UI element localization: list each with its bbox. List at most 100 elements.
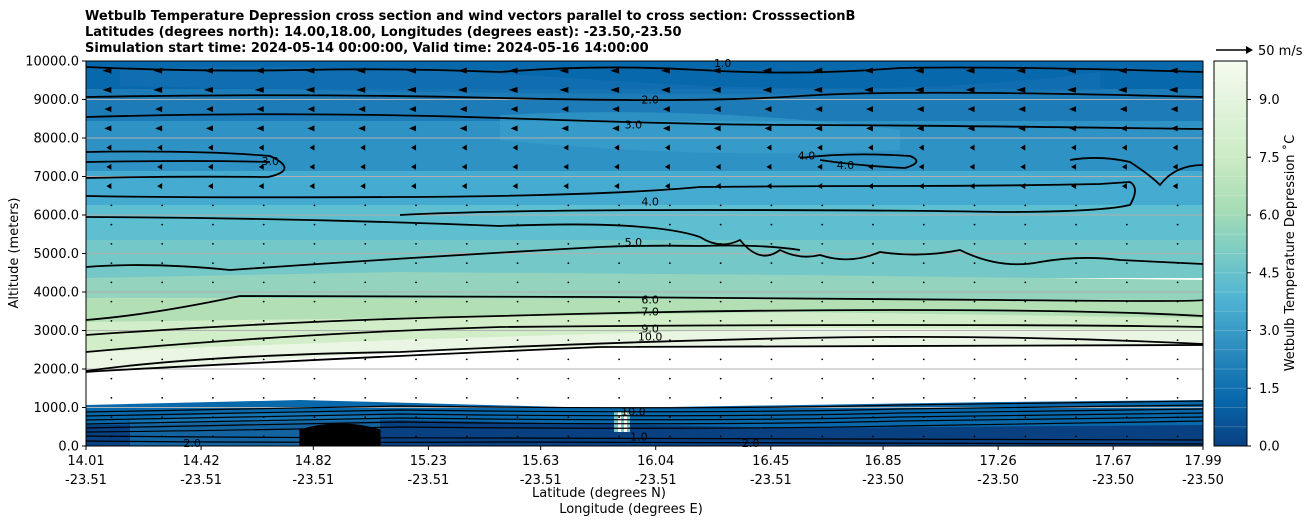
x-tick-label-lon: -23.50 [862, 473, 904, 488]
wind-vector [821, 319, 824, 322]
x-axis-label-longitude: Longitude (degrees E) [559, 502, 703, 517]
wind-vector [212, 300, 214, 303]
wind-vector [508, 67, 518, 74]
wind-vector [415, 339, 417, 342]
wind-vector [106, 144, 112, 151]
wind-vector [161, 262, 164, 265]
wind-vector [364, 416, 367, 419]
y-tick-label: 0.0 [58, 440, 79, 455]
wind-vector [161, 204, 164, 207]
wind-vector [313, 319, 316, 322]
x-tick-label-lat: 15.63 [522, 454, 559, 469]
wind-vector [668, 416, 671, 419]
x-tick-label-lat: 16.04 [637, 454, 674, 469]
wind-vector [618, 358, 621, 361]
wind-vector [313, 339, 316, 342]
wind-vector [618, 319, 621, 322]
wind-vector [762, 86, 772, 93]
wind-vector [512, 163, 518, 170]
contour-label: 1.0 [630, 430, 648, 443]
x-tick-label-lat: 15.23 [410, 454, 447, 469]
chart-title-line-2: Latitudes (degrees north): 14.00,18.00, … [85, 25, 682, 40]
wind-vector [411, 183, 417, 190]
wind-vector [516, 319, 519, 322]
wind-vector [364, 339, 367, 342]
wind-vector [1075, 281, 1077, 284]
wind-vector [865, 125, 873, 132]
wind-vector [821, 377, 824, 380]
wind-vector [415, 416, 417, 419]
wind-vector [212, 339, 214, 342]
wind-vector [973, 435, 976, 438]
wind-vector [110, 396, 113, 399]
wind-vector [1176, 242, 1179, 245]
wind-vector [618, 339, 621, 342]
wind-vector [561, 106, 569, 113]
wind-vector [161, 435, 164, 438]
wind-vector [262, 396, 265, 399]
wind-vector [360, 183, 366, 190]
wind-vector [865, 106, 873, 113]
wind-vector [212, 377, 214, 380]
wind-vector [516, 242, 519, 245]
wind-vector [1067, 67, 1077, 74]
wind-vector [973, 262, 976, 265]
wind-vector [563, 163, 569, 170]
wind-vector [715, 183, 721, 190]
wind-vector [914, 67, 924, 74]
colorbar-tick-label: 7.5 [1259, 151, 1280, 166]
wind-vector [313, 242, 316, 245]
wind-vector [110, 377, 113, 380]
wind-vector [719, 396, 722, 399]
wind-vector [161, 242, 164, 245]
wind-vector [973, 281, 976, 284]
wind-vector [872, 204, 874, 207]
wind-vector [516, 300, 519, 303]
wind-vector [664, 183, 670, 190]
wind-vector [415, 435, 417, 438]
wind-vector [922, 339, 925, 342]
wind-vector [770, 242, 773, 245]
contour-label: 9.0 [641, 323, 659, 336]
wind-vector [510, 125, 518, 132]
wind-vector [110, 262, 113, 265]
wind-vector [1016, 67, 1026, 74]
wind-vector [867, 144, 873, 151]
wind-vector [307, 125, 315, 132]
wind-vector [212, 223, 214, 226]
wind-vector [1125, 319, 1128, 322]
y-tick-label: 1000.0 [34, 401, 80, 416]
wind-vector [668, 300, 671, 303]
wind-vector [614, 163, 620, 170]
quiver-key-arrowhead [1246, 46, 1253, 54]
wind-vector [1075, 396, 1077, 399]
wind-vector [516, 223, 519, 226]
y-tick-label: 8000.0 [34, 132, 80, 147]
contour-label: 10.0 [638, 330, 663, 343]
wind-vector [821, 339, 824, 342]
wind-vectors [102, 67, 1179, 438]
wind-vector [1020, 144, 1026, 151]
wind-vector [157, 183, 163, 190]
wind-vector [973, 339, 976, 342]
wind-vector [203, 86, 213, 93]
x-tick-label-lat: 17.26 [980, 454, 1017, 469]
wind-vector [1176, 396, 1179, 399]
wind-vector [262, 435, 265, 438]
wind-vector [668, 396, 671, 399]
wind-vector [1067, 86, 1077, 93]
x-tick-label-lon: -23.50 [1092, 473, 1134, 488]
wind-vector [719, 319, 722, 322]
wind-vector [254, 67, 264, 74]
wind-vector [1176, 339, 1179, 342]
wind-vector [106, 163, 112, 170]
wind-vector [817, 163, 823, 170]
wind-vector [770, 262, 773, 265]
wind-vector [618, 377, 621, 380]
wind-vector [770, 339, 773, 342]
wind-vector [1119, 106, 1127, 113]
wind-vector [766, 163, 772, 170]
wind-vector [872, 435, 874, 438]
wind-vector [668, 223, 671, 226]
wind-vector [660, 86, 670, 93]
